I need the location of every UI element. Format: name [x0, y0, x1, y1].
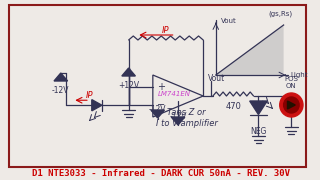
Text: IP: IP — [86, 91, 94, 100]
Text: -12V: -12V — [52, 86, 69, 95]
Text: 470: 470 — [225, 102, 241, 111]
Text: (gs,Rs): (gs,Rs) — [269, 10, 293, 17]
Text: -12V: -12V — [149, 105, 166, 114]
Text: +: + — [156, 82, 164, 92]
Circle shape — [280, 93, 303, 117]
Polygon shape — [122, 68, 135, 76]
Polygon shape — [287, 101, 295, 109]
Circle shape — [284, 97, 299, 113]
Polygon shape — [250, 101, 267, 114]
Text: IP: IP — [162, 26, 170, 35]
Text: POS
ON: POS ON — [284, 76, 298, 89]
FancyBboxPatch shape — [10, 5, 306, 167]
Polygon shape — [151, 110, 164, 118]
Text: −: − — [156, 100, 165, 110]
Text: Tans Z or
I to V amplifier: Tans Z or I to V amplifier — [156, 108, 218, 128]
Text: -12V: -12V — [169, 112, 187, 121]
Polygon shape — [171, 117, 185, 125]
Text: D1 NTE3033 - Infrared - DARK CUR 50nA - REV. 30V: D1 NTE3033 - Infrared - DARK CUR 50nA - … — [32, 168, 290, 177]
Text: Vout: Vout — [221, 18, 236, 24]
Text: LM741EN: LM741EN — [158, 91, 191, 97]
Polygon shape — [92, 100, 102, 111]
Text: +12V: +12V — [118, 81, 139, 90]
Text: Vout: Vout — [208, 73, 225, 82]
Text: NEG: NEG — [250, 127, 267, 136]
Polygon shape — [54, 73, 68, 81]
Text: Light: Light — [290, 72, 308, 78]
Polygon shape — [216, 25, 284, 75]
